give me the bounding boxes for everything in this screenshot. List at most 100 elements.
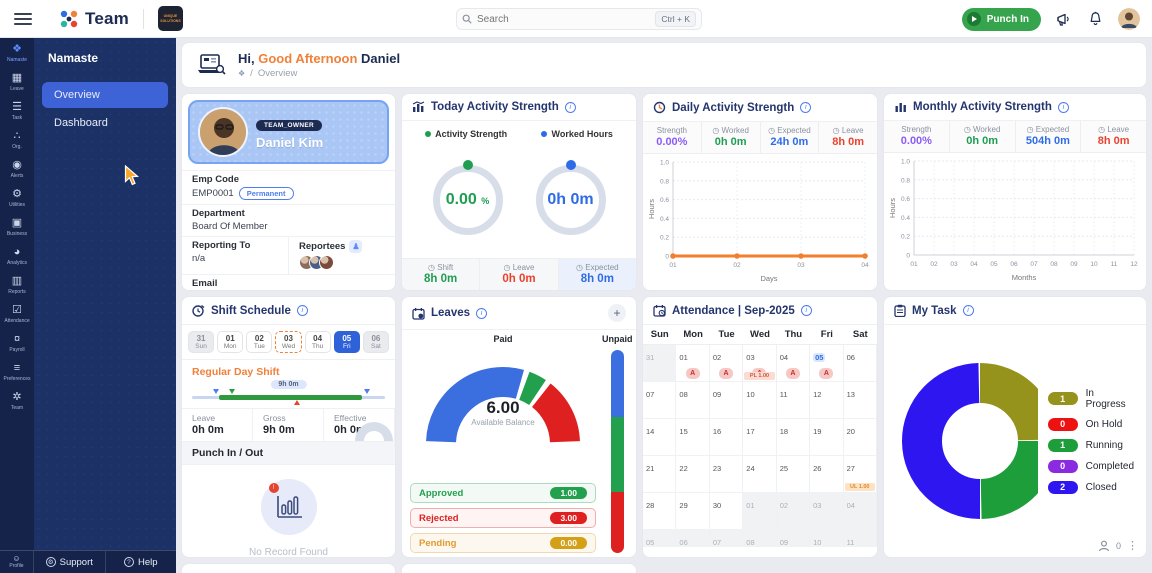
sidebar-item-business[interactable]: ▣ Business xyxy=(6,217,28,237)
calendar-cell-28[interactable]: 28 xyxy=(643,493,677,530)
calendar-cell-14[interactable]: 14 xyxy=(643,419,677,456)
calendar-cell-09[interactable]: 09 xyxy=(709,382,744,419)
leave-row-approved[interactable]: Approved 1.00 xyxy=(410,483,596,503)
calendar-cell-30[interactable]: 30 xyxy=(709,493,744,530)
shift-day-mon[interactable]: 01 Mon xyxy=(217,331,244,353)
info-icon[interactable] xyxy=(564,101,576,113)
shift-day-thu[interactable]: 04 Thu xyxy=(304,331,331,353)
calendar-cell-08[interactable]: 08 xyxy=(743,530,777,547)
sidebar-item-team[interactable]: ✲ Team xyxy=(10,391,24,411)
search-input[interactable] xyxy=(477,13,656,25)
calendar-cell-26[interactable]: 26 xyxy=(810,456,844,493)
calendar-cell-05[interactable]: 05 xyxy=(643,530,677,547)
add-leave-button[interactable]: + xyxy=(608,304,626,322)
calendar-cell-05[interactable]: 05 A xyxy=(810,345,844,382)
calendar-cell-18[interactable]: 18 xyxy=(776,419,811,456)
calendar-cell-03[interactable]: 03 xyxy=(810,493,844,530)
sidebar-item-attendance[interactable]: ☑ Attendance xyxy=(4,304,30,324)
calendar-cell-22[interactable]: 22 xyxy=(676,456,710,493)
calendar-cell-19[interactable]: 19 xyxy=(810,419,844,456)
calendar-cell-10[interactable]: 10 xyxy=(810,530,844,547)
sidebar-item-org[interactable]: ∴ Org. xyxy=(12,130,22,150)
legend-on-hold[interactable]: 0 On Hold xyxy=(1047,417,1134,431)
notifications-icon[interactable] xyxy=(1088,11,1103,27)
sidebar-item-payroll[interactable]: ¤ Payroll xyxy=(9,333,25,353)
calendar-cell-29[interactable]: 29 xyxy=(676,493,710,530)
shift-day-fri[interactable]: 05 Fri xyxy=(333,331,360,353)
menu-icon[interactable] xyxy=(14,10,32,28)
sidebar-item-utilities[interactable]: ⚙ Utilities xyxy=(8,188,26,208)
reportee-avatars[interactable] xyxy=(299,255,385,270)
calendar-cell-01[interactable]: 01 A xyxy=(676,345,710,382)
calendar-cell-10[interactable]: 10 xyxy=(743,382,777,419)
calendar-cell-11[interactable]: 11 xyxy=(843,530,877,547)
punch-in-button[interactable]: Punch In xyxy=(961,7,1041,31)
calendar-cell-13[interactable]: 13 xyxy=(843,382,877,419)
calendar-cell-17[interactable]: 17 xyxy=(743,419,777,456)
calendar-cell-02[interactable]: 02 xyxy=(776,493,811,530)
announcements-icon[interactable] xyxy=(1056,12,1073,27)
panel-item-dashboard[interactable]: Dashboard xyxy=(54,117,108,129)
info-icon[interactable] xyxy=(296,305,308,316)
sidebar-item-task[interactable]: ☰ Task xyxy=(11,101,23,121)
calendar-cell-07[interactable]: 07 xyxy=(643,382,677,419)
calendar-cell-15[interactable]: 15 xyxy=(676,419,710,456)
shift-day-tue[interactable]: 02 Tue xyxy=(246,331,273,353)
app-logo[interactable]: Team xyxy=(58,8,129,30)
calendar-cell-07[interactable]: 07 xyxy=(709,530,744,547)
info-icon[interactable] xyxy=(1057,101,1069,113)
shift-day-sat[interactable]: 06 Sat xyxy=(362,331,389,353)
company-logo[interactable]: UNIQUE SOLUTIONS xyxy=(157,6,183,31)
sidebar-item-profile[interactable]: ☺ Profile xyxy=(0,551,34,573)
calendar-cell-21[interactable]: 21 xyxy=(643,456,677,493)
calendar-cell-09[interactable]: 09 xyxy=(776,530,811,547)
info-icon[interactable] xyxy=(962,305,974,316)
calendar-cell-02[interactable]: 02 A xyxy=(709,345,744,382)
calendar-cell-04[interactable]: 04 A xyxy=(776,345,811,382)
panel-item-overview[interactable]: Overview xyxy=(42,82,168,108)
user-avatar[interactable] xyxy=(1118,8,1140,30)
info-icon[interactable] xyxy=(800,102,812,113)
profile-card-header[interactable]: TEAM_OWNER Daniel Kim xyxy=(188,100,389,164)
sidebar-item-preferences[interactable]: ≡ Preferences xyxy=(3,362,31,382)
calendar-cell-20[interactable]: 20 xyxy=(843,419,877,456)
search-bar[interactable]: Ctrl + K xyxy=(456,8,702,30)
sidebar-item-reports[interactable]: ▥ Reports xyxy=(8,275,26,295)
calendar-cell-25[interactable]: 25 xyxy=(776,456,811,493)
calendar-cell-11[interactable]: 11 xyxy=(776,382,811,419)
emp-code-row: Emp Code EMP0001 Permanent xyxy=(182,170,395,204)
shift-day-wed[interactable]: 03 Wed xyxy=(275,331,302,353)
leave-row-rejected[interactable]: Rejected 3.00 xyxy=(410,508,596,528)
kebab-menu-icon[interactable]: ⋮ xyxy=(1127,540,1138,552)
calendar-cell-16[interactable]: 16 xyxy=(709,419,744,456)
calendar-cell-08[interactable]: 08 xyxy=(676,382,710,419)
sidebar-item-analytics[interactable]: ◕ Analytics xyxy=(6,246,27,266)
assignee-icon[interactable] xyxy=(1098,540,1110,552)
legend-closed[interactable]: 2 Closed xyxy=(1047,480,1134,494)
calendar-cell-06[interactable]: 06 xyxy=(843,345,877,382)
info-icon[interactable] xyxy=(476,307,488,319)
sidebar-item-namaste[interactable]: ❖ Namaste xyxy=(6,43,27,63)
calendar-cell-01[interactable]: 01 xyxy=(743,493,777,530)
calendar-cell-31[interactable]: 31 xyxy=(643,345,677,382)
calendar-cell-24[interactable]: 24 xyxy=(743,456,777,493)
info-icon[interactable] xyxy=(800,305,812,316)
calendar-cell-12[interactable]: 12 xyxy=(810,382,844,419)
calendar-cell-27[interactable]: 27 UL 1.00 xyxy=(843,456,877,493)
legend-running[interactable]: 1 Running xyxy=(1047,438,1134,452)
legend-in-progress[interactable]: 1 In Progress xyxy=(1047,388,1134,410)
reportee-avatar[interactable] xyxy=(319,255,334,270)
calendar-cell-03[interactable]: 03APL 1.00 xyxy=(743,345,777,382)
sidebar-item-alerts[interactable]: ◉ Alerts xyxy=(10,159,24,179)
sidebar-item-leave[interactable]: ▦ Leave xyxy=(10,72,24,92)
leave-row-pending[interactable]: Pending 0.00 xyxy=(410,533,596,553)
help-button[interactable]: ? Help xyxy=(104,551,177,573)
calendar-cell-04[interactable]: 04 xyxy=(843,493,877,530)
calendar-cell-06[interactable]: 06 xyxy=(676,530,710,547)
breadcrumb-current[interactable]: Overview xyxy=(257,68,298,79)
calendar-cell-23[interactable]: 23 xyxy=(709,456,744,493)
shift-day-sun[interactable]: 31 Sun xyxy=(188,331,215,353)
leave-icon: ▦ xyxy=(11,72,23,84)
legend-completed[interactable]: 0 Completed xyxy=(1047,459,1134,473)
support-button[interactable]: ⚙ Support xyxy=(34,551,105,573)
